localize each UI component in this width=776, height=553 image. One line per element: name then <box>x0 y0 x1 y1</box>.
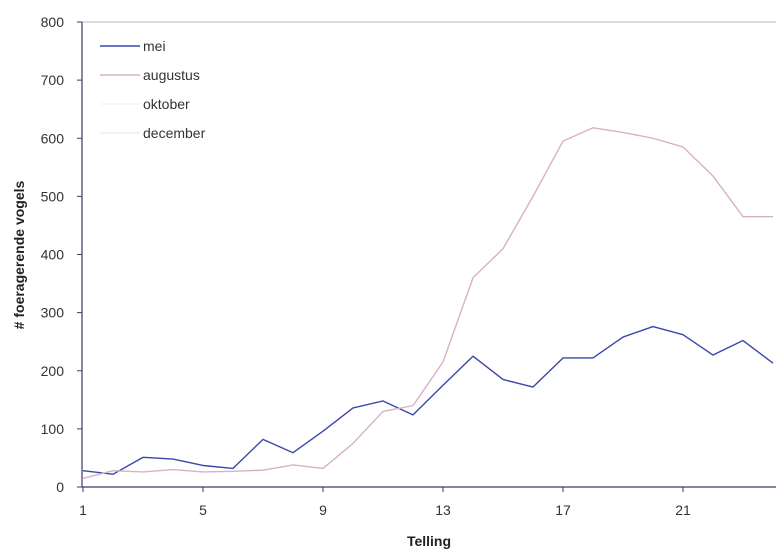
y-axis: 0 100 200 300 400 500 600 700 800 <box>41 14 82 495</box>
y-tick-label: 600 <box>41 130 65 146</box>
x-tick-label: 13 <box>435 502 451 518</box>
y-tick-label: 200 <box>41 363 65 379</box>
legend: mei augustus oktober december <box>100 38 206 141</box>
series-lines <box>82 127 774 479</box>
x-tick-label: 9 <box>319 502 327 518</box>
x-tick-label: 5 <box>199 502 207 518</box>
y-tick-label: 800 <box>41 14 65 30</box>
legend-label-mei: mei <box>143 38 166 54</box>
x-axis: 1 5 9 13 17 21 <box>79 487 691 518</box>
y-tick-label: 100 <box>41 421 65 437</box>
y-tick-label: 700 <box>41 72 65 88</box>
legend-label-december: december <box>143 125 206 141</box>
y-tick-label: 0 <box>56 479 64 495</box>
y-tick-label: 500 <box>41 188 65 204</box>
y-tick-label: 400 <box>41 247 65 263</box>
y-axis-title: # foeragerende vogels <box>11 180 27 329</box>
x-tick-label: 21 <box>675 502 691 518</box>
x-tick-label: 1 <box>79 502 87 518</box>
legend-label-oktober: oktober <box>143 96 190 112</box>
x-tick-label: 17 <box>555 502 571 518</box>
series-line-mei <box>82 325 774 475</box>
series-line-augustus <box>82 127 773 479</box>
y-tick-label: 300 <box>41 305 65 321</box>
plot-area <box>81 21 776 488</box>
x-axis-title: Telling <box>407 533 451 549</box>
legend-label-augustus: augustus <box>143 67 200 83</box>
